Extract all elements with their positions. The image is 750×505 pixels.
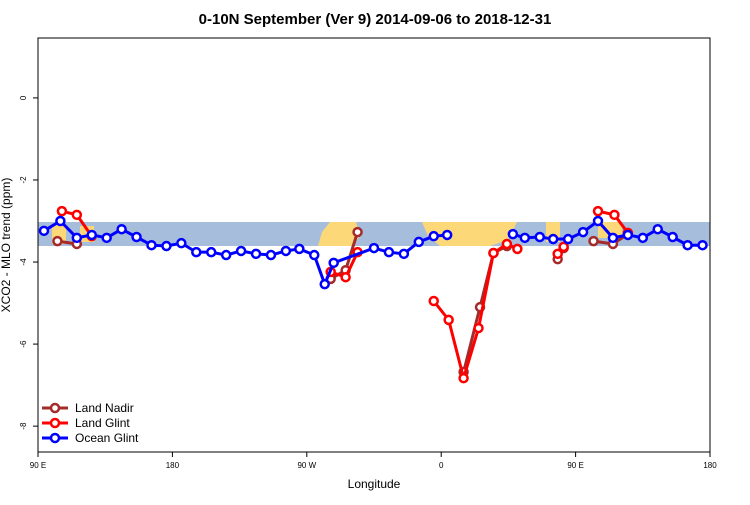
point (205, 246, 217, 258)
legend-marker (49, 402, 61, 414)
point (52, 235, 63, 247)
point (682, 239, 693, 251)
point (161, 240, 172, 252)
point (309, 249, 320, 261)
point (250, 248, 262, 260)
plot-frame (37, 37, 711, 453)
point (235, 245, 247, 257)
point (652, 223, 663, 235)
point (667, 231, 678, 243)
legend-label: Land Nadir (75, 401, 134, 415)
point (562, 233, 574, 245)
chart-title: 0-10N September (Ver 9) 2014-09-06 to 20… (199, 11, 552, 28)
x-tick-label: 0 (439, 461, 444, 470)
x-axis-title: Longitude (348, 477, 401, 491)
series-line (57, 231, 629, 373)
point (488, 247, 499, 259)
point (507, 228, 519, 240)
point (328, 257, 339, 269)
point (473, 322, 484, 334)
point (512, 243, 523, 255)
point (101, 232, 112, 244)
point (352, 226, 363, 238)
point (86, 229, 98, 241)
point (220, 249, 232, 261)
point (697, 239, 708, 251)
point (443, 314, 454, 326)
legend-marker (49, 417, 61, 429)
y-tick-label: -4 (19, 258, 28, 266)
point (637, 232, 649, 244)
point (383, 246, 395, 258)
point (265, 249, 277, 261)
legend-label: Land Glint (75, 416, 130, 430)
point (131, 231, 142, 243)
point (592, 205, 604, 217)
point (71, 232, 83, 244)
point (146, 239, 157, 251)
point (55, 215, 66, 227)
point (607, 232, 619, 244)
x-tick-label: 90 W (297, 461, 316, 470)
y-axis-title: XCO2 - MLO trend (ppm) (0, 178, 13, 313)
point (294, 243, 305, 255)
legend-label: Ocean Glint (75, 431, 139, 445)
point (368, 242, 380, 254)
point (340, 271, 351, 283)
y-tick-label: 0 (19, 95, 28, 100)
point (71, 209, 83, 221)
point (552, 248, 563, 260)
point (534, 231, 546, 243)
point (547, 233, 559, 245)
point (413, 236, 425, 248)
legend-marker (49, 432, 61, 444)
x-tick-label: 180 (166, 461, 180, 470)
point (609, 209, 620, 221)
point (592, 215, 604, 227)
point (38, 225, 50, 237)
point (428, 295, 439, 307)
y-tick-label: -6 (19, 340, 28, 348)
point (577, 226, 589, 238)
x-tick-label: 90 E (30, 461, 46, 470)
point (622, 229, 634, 241)
point (441, 229, 453, 241)
point (319, 278, 330, 290)
point (428, 230, 439, 242)
point (501, 238, 513, 250)
point (116, 223, 127, 235)
y-tick-label: -8 (19, 422, 28, 430)
x-tick-label: 90 E (567, 461, 583, 470)
point (588, 235, 599, 247)
point (56, 205, 68, 217)
point (191, 246, 202, 258)
point (176, 237, 187, 249)
y-tick-label: -2 (19, 176, 28, 184)
point (398, 248, 410, 260)
point (280, 245, 292, 257)
x-tick-label: 180 (703, 461, 717, 470)
point (458, 372, 469, 384)
point (519, 232, 531, 244)
point (558, 241, 569, 253)
